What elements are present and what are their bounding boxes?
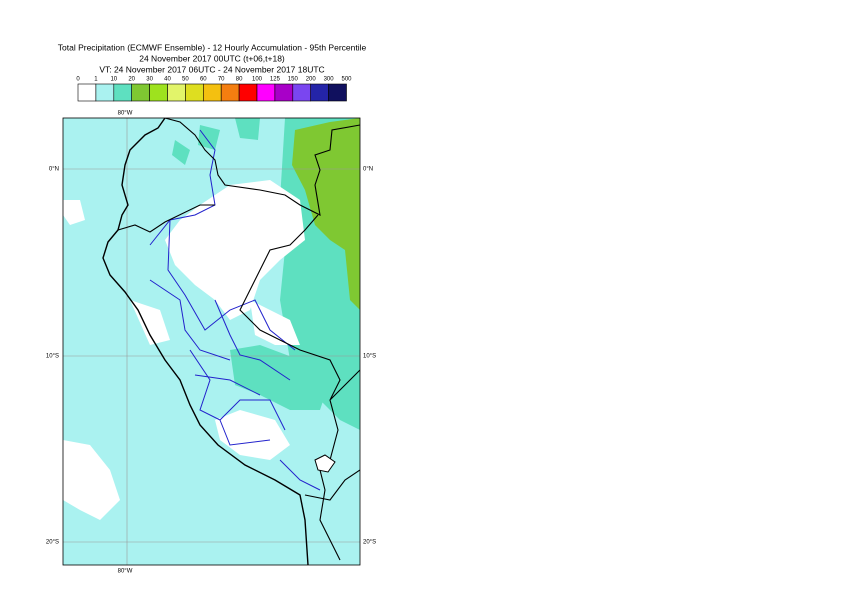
legend-label: 30 [146, 77, 153, 83]
legend-swatch [256, 83, 276, 102]
lat-label: 20°S [46, 540, 59, 546]
legend-label: 10 [110, 77, 117, 83]
legend-swatch [292, 83, 311, 102]
field-green [292, 118, 360, 310]
legend-swatch [310, 83, 329, 102]
field-teal [172, 118, 260, 165]
legend-label: 1 [94, 77, 98, 83]
legend-label: 200 [306, 77, 317, 83]
lat-label: 0°N [363, 167, 373, 173]
legend-swatch [220, 83, 240, 102]
lat-labels: 0°N 0°N 10°S 10°S 20°S 20°S [46, 167, 376, 546]
coastline [102, 118, 309, 565]
legend-label: 60 [200, 77, 207, 83]
lat-label: 20°S [363, 540, 376, 546]
lon-label: 80°W [118, 111, 133, 117]
legend-label: 125 [270, 77, 281, 83]
legend-label: 150 [288, 77, 299, 83]
title-line: 24 November 2017 00UTC (t+06,t+18) [139, 53, 285, 63]
legend-swatch [328, 83, 347, 102]
lat-label: 10°S [363, 354, 376, 360]
legend-swatch [77, 83, 97, 102]
legend-swatch [274, 83, 294, 102]
legend-label: 80 [236, 77, 243, 83]
lat-label: 10°S [46, 354, 59, 360]
map-frame [62, 117, 361, 566]
legend-swatch [238, 83, 258, 102]
lake [314, 454, 336, 473]
legend-swatch [131, 83, 150, 102]
legend-label: 20 [128, 77, 135, 83]
field-teal [230, 345, 330, 410]
country-border [117, 118, 360, 561]
legend: 0 1 10 20 30 40 50 60 70 80 100 125 150 200 300 500 [76, 77, 352, 102]
lat-label: 0°N [49, 167, 59, 173]
legend-swatch [95, 83, 115, 102]
legend-label: 70 [218, 77, 225, 83]
title-line: Total Precipitation (ECMWF Ensemble) - 1… [58, 42, 367, 52]
legend-swatch [203, 83, 222, 102]
field-white [165, 180, 305, 320]
legend-label: 500 [341, 77, 352, 83]
legend-swatch [167, 83, 186, 102]
field-white [130, 300, 300, 460]
legend-swatch [113, 83, 133, 102]
legend-label: 300 [324, 77, 335, 83]
lon-label: 80°W [118, 569, 133, 575]
field-white [63, 200, 120, 520]
title-line: VT: 24 November 2017 06UTC - 24 November… [99, 64, 324, 74]
legend-label: 40 [164, 77, 171, 83]
legend-label: 0 [76, 77, 80, 83]
legend-swatch [149, 83, 168, 102]
legend-swatch [185, 83, 204, 102]
map [63, 118, 360, 565]
legend-label: 100 [252, 77, 263, 83]
legend-label: 50 [182, 77, 189, 83]
